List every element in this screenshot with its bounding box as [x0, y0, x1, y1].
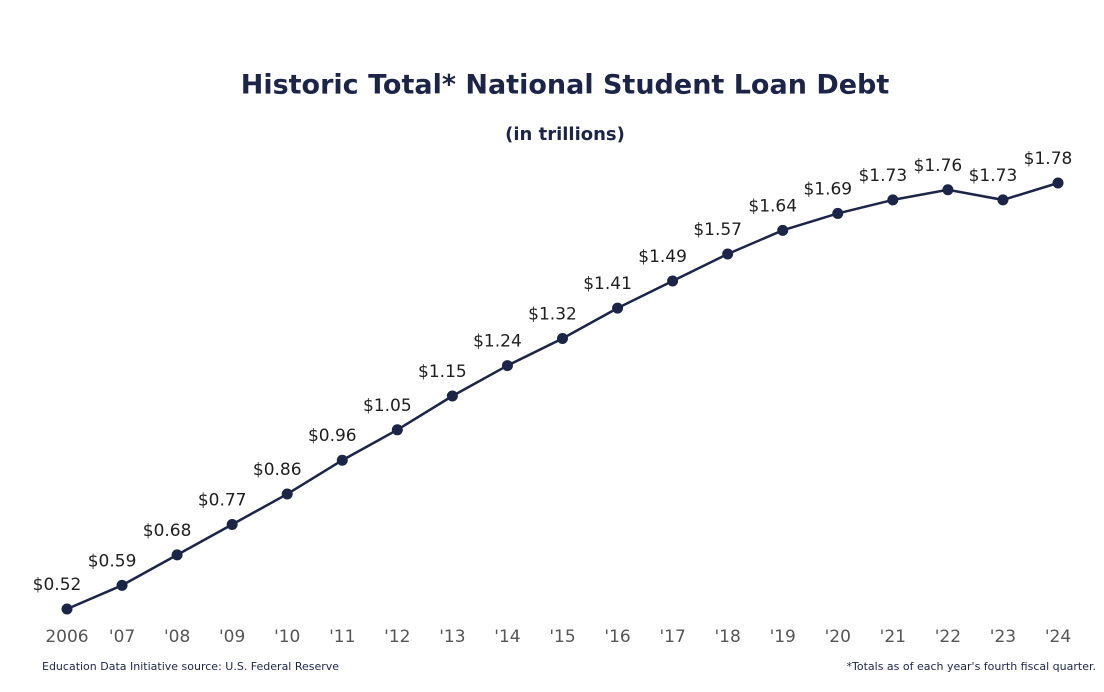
data-point	[446, 390, 458, 402]
x-tick-label: '14	[494, 627, 520, 647]
x-tick-label: '07	[109, 627, 135, 647]
x-tick-label: '16	[604, 627, 630, 647]
x-tick-label: '11	[329, 627, 355, 647]
x-tick-label: '13	[439, 627, 465, 647]
data-point	[832, 207, 844, 219]
value-label: $0.52	[33, 575, 82, 595]
data-point	[557, 333, 568, 345]
value-label: $0.86	[253, 460, 302, 480]
data-point	[171, 549, 183, 561]
x-tick-label: 2006	[45, 627, 88, 647]
x-tick-label: '15	[549, 627, 575, 647]
value-label: $1.64	[748, 196, 797, 216]
x-tick-label: '19	[770, 627, 796, 647]
x-tick-label: '22	[935, 627, 961, 647]
footnote: *Totals as of each year's fourth fiscal …	[847, 660, 1097, 673]
data-point	[226, 518, 238, 530]
value-label: $1.73	[858, 166, 907, 186]
data-point	[722, 248, 734, 260]
value-label: $1.57	[693, 220, 742, 240]
data-point	[501, 360, 513, 372]
x-tick-label: '21	[880, 627, 906, 647]
value-label: $1.32	[528, 305, 577, 325]
source-note: Education Data Initiative source: U.S. F…	[42, 660, 339, 673]
data-point	[942, 184, 954, 196]
x-tick-label: '18	[715, 627, 741, 647]
data-point	[281, 488, 293, 500]
value-label: $1.41	[583, 274, 632, 294]
value-label: $1.69	[803, 179, 852, 199]
x-tick-label: '24	[1045, 627, 1071, 647]
data-point	[61, 603, 73, 615]
value-label: $0.96	[308, 426, 357, 446]
data-point	[667, 275, 679, 287]
x-tick-label: '17	[659, 627, 685, 647]
value-label: $1.24	[473, 332, 522, 352]
data-point	[1052, 177, 1064, 189]
x-tick-label: '23	[990, 627, 1016, 647]
data-point	[777, 224, 789, 236]
x-tick-label: '10	[274, 627, 300, 647]
value-label: $1.49	[638, 247, 687, 267]
value-label: $0.59	[88, 551, 137, 571]
chart-title: Historic Total* National Student Loan De…	[241, 70, 890, 101]
x-tick-label: '09	[219, 627, 245, 647]
data-point	[997, 194, 1009, 206]
x-tick-label: '12	[384, 627, 410, 647]
value-label: $0.77	[198, 490, 247, 510]
value-label: $1.15	[418, 362, 467, 382]
data-line	[66, 181, 1059, 611]
x-tick-label: '08	[164, 627, 190, 647]
data-point	[391, 424, 403, 436]
value-label: $1.78	[1024, 149, 1073, 169]
data-point	[336, 454, 348, 466]
value-label: $1.76	[914, 156, 963, 176]
data-point	[887, 194, 899, 206]
chart-subtitle: (in trillions)	[505, 124, 625, 145]
x-tick-label: '20	[825, 627, 851, 647]
data-point	[612, 302, 624, 314]
value-label: $1.73	[969, 166, 1018, 186]
value-label: $0.68	[143, 521, 192, 541]
data-point	[116, 579, 128, 591]
value-label: $1.05	[363, 396, 412, 416]
